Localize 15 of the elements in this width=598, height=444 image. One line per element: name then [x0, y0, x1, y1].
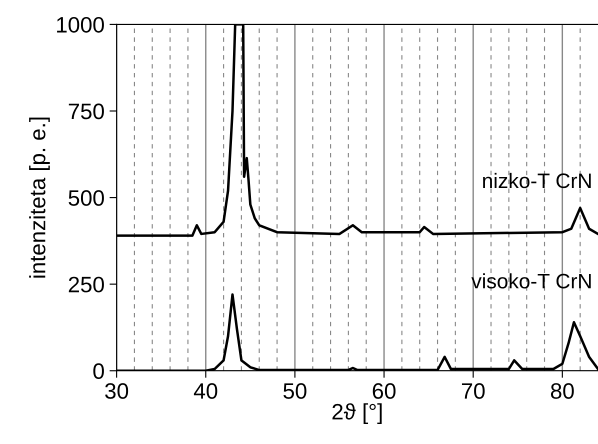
x-tick-label: 80 — [550, 383, 574, 399]
x-tick-label: 30 — [105, 383, 128, 399]
series-label: nizko-T CrN — [483, 172, 591, 188]
x-axis-title: 2ϑ [°] — [332, 403, 382, 424]
y-axis-title: intenziteta [p. e.] — [29, 118, 50, 278]
y-tick-label: 1000 — [57, 16, 104, 33]
x-tick-label: 50 — [283, 383, 306, 399]
y-tick-label: 0 — [93, 363, 104, 380]
y-tick-label: 500 — [68, 190, 104, 206]
series-label: visoko-T CrN — [471, 273, 591, 288]
y-tick-label: 250 — [68, 276, 104, 292]
x-tick-label: 60 — [372, 383, 396, 399]
x-tick-label: 70 — [462, 383, 485, 399]
y-tick-label: 750 — [68, 104, 104, 120]
x-tick-label: 40 — [194, 383, 218, 399]
